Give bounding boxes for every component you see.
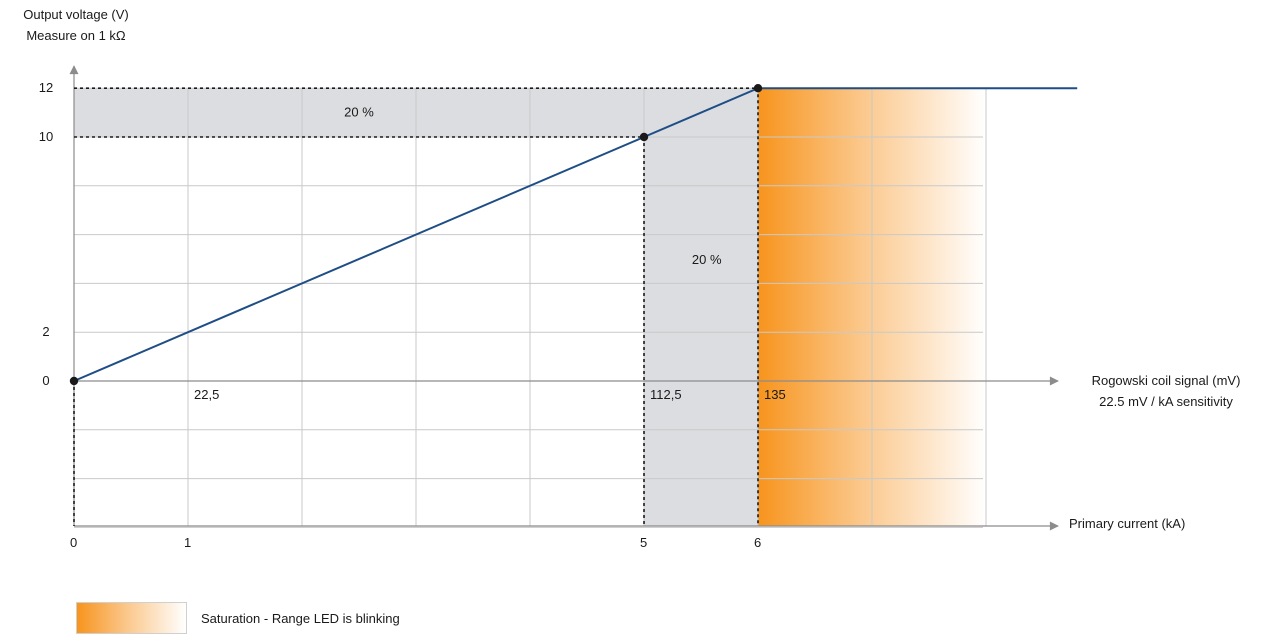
chart-canvas: 20 % 20 % Output voltage (V) Measure on …: [23, 7, 1241, 550]
band-label-vertical: 20 %: [692, 252, 722, 267]
data-point: [753, 84, 763, 93]
data-point: [639, 132, 649, 142]
data-markers: [69, 84, 763, 386]
signal-axis-label-line2: 22.5 mV / kA sensitivity: [1099, 394, 1233, 409]
current-tick-labels: 0 1 5 6: [70, 535, 761, 550]
signal-tick-labels: 22,5 112,5 135: [194, 387, 786, 402]
y-tick-labels: 0 2 10 12: [39, 80, 53, 388]
data-point: [69, 376, 79, 386]
y-tick-label: 2: [42, 324, 49, 339]
band-label-horizontal: 20 %: [344, 105, 374, 120]
dotted-guides: [73, 87, 759, 526]
y-tick-label: 12: [39, 80, 53, 95]
signal-axis-label-line1: Rogowski coil signal (mV): [1092, 373, 1241, 388]
legend: Saturation - Range LED is blinking: [76, 602, 400, 634]
current-tick-label: 5: [640, 535, 647, 550]
signal-tick-label: 22,5: [194, 387, 219, 402]
vertical-20pct-band: [644, 88, 758, 526]
y-axis-label-line1: Output voltage (V): [23, 7, 129, 22]
current-axis-label: Primary current (kA): [1069, 516, 1185, 531]
legend-saturation-swatch: [76, 602, 187, 634]
signal-tick-label: 112,5: [650, 387, 682, 402]
y-tick-label: 0: [42, 373, 49, 388]
current-tick-label: 1: [184, 535, 191, 550]
signal-tick-label: 135: [764, 387, 786, 402]
y-axis-label-line2: Measure on 1 kΩ: [26, 28, 126, 43]
output-voltage-line: [73, 87, 1078, 382]
legend-saturation-label: Saturation - Range LED is blinking: [201, 610, 400, 626]
current-tick-label: 0: [70, 535, 77, 550]
current-tick-label: 6: [754, 535, 761, 550]
y-tick-label: 10: [39, 129, 53, 144]
